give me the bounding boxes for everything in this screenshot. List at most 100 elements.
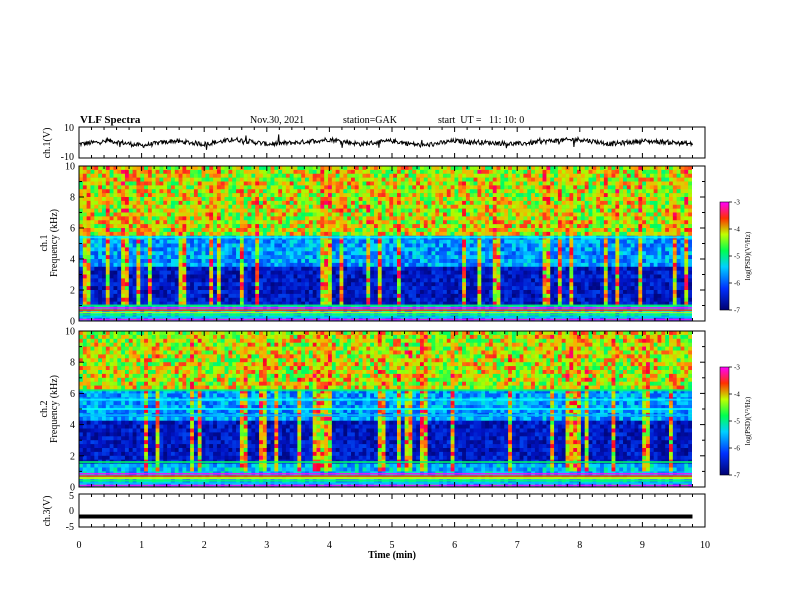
spectrogram-ch1-cell xyxy=(190,177,195,182)
spectrogram-ch1-cell xyxy=(351,193,356,198)
spectrogram-ch1-cell xyxy=(431,197,436,202)
spectrogram-ch1-cell xyxy=(243,231,248,237)
spectrogram-ch1-cell xyxy=(446,301,451,306)
spectrogram-ch1-cell xyxy=(186,262,191,268)
spectrogram-ch1-cell xyxy=(82,251,87,256)
spectrogram-ch1-cell xyxy=(144,185,149,190)
spectrogram-ch1-cell xyxy=(209,297,214,302)
spectrogram-ch1-cell xyxy=(511,169,517,175)
spectrogram-ch1-cell xyxy=(270,224,275,229)
spectrogram-ch1-cell xyxy=(496,220,501,225)
spectrogram-ch1-cell xyxy=(98,208,103,213)
spectrogram-ch1-cell xyxy=(151,173,156,178)
spectrogram-ch1-cell xyxy=(140,216,145,221)
spectrogram-ch1-cell xyxy=(121,231,126,237)
spectrogram-ch1-cell xyxy=(255,270,260,275)
spectrogram-ch1-cell xyxy=(136,177,141,182)
spectrogram-ch1-cell xyxy=(105,228,110,233)
spectrogram-ch1-cell xyxy=(458,220,463,225)
spectrogram-ch1-cell xyxy=(136,231,141,237)
spectrogram-ch1-cell xyxy=(485,239,490,244)
spectrogram-ch1-cell xyxy=(347,266,352,271)
spectrogram-ch1-cell xyxy=(147,266,153,271)
spectrogram-ch1-cell xyxy=(167,204,172,209)
spectrogram-ch1-cell xyxy=(274,309,279,314)
spectrogram-ch1-cell xyxy=(197,274,202,279)
spectrogram-ch1-cell xyxy=(511,290,517,295)
spectrogram-ch1-cell xyxy=(504,166,509,171)
spectrogram-ch1-cell xyxy=(488,297,494,302)
spectrogram-ch1-cell xyxy=(354,282,359,287)
spectrogram-ch1-cell xyxy=(419,282,425,287)
spectrogram-ch1-cell xyxy=(450,177,455,182)
spectrogram-ch1-cell xyxy=(266,301,271,306)
spectrogram-ch1-cell xyxy=(412,208,417,213)
spectrogram-ch1-cell xyxy=(308,290,314,295)
spectrogram-ch1-cell xyxy=(531,169,536,175)
spectrogram-ch1-cell xyxy=(519,185,524,190)
spectrogram-ch1-cell xyxy=(462,266,467,271)
spectrogram-ch1-cell xyxy=(262,239,268,244)
spectrogram-ch1-cell xyxy=(473,301,478,306)
spectrogram-ch1-cell xyxy=(121,262,126,268)
spectrogram-ch1-cell xyxy=(186,173,191,178)
spectrogram-ch1-cell xyxy=(419,208,425,213)
spectrogram-ch1-cell xyxy=(270,301,275,306)
spectrogram-ch1-cell xyxy=(381,224,386,229)
spectrogram-ch1-cell xyxy=(140,228,145,233)
spectrogram-ch1-cell xyxy=(228,220,233,225)
spectrogram-ch1-cell xyxy=(82,262,87,268)
spectrogram-ch1-cell xyxy=(488,193,494,198)
spectrogram-ch1-cell xyxy=(531,301,536,306)
spectrogram-ch1-cell xyxy=(343,286,348,291)
spectrogram-ch1-cell xyxy=(473,212,478,217)
spectrogram-ch1-cell xyxy=(117,204,122,209)
spectrogram-ch1-cell xyxy=(435,224,440,229)
spectrogram-ch1-cell xyxy=(109,220,114,225)
spectrogram-ch1-cell xyxy=(446,177,451,182)
spectrogram-ch1-cell xyxy=(423,309,428,314)
spectrogram-ch1-cell xyxy=(477,185,482,190)
spectrogram-ch1-cell xyxy=(297,274,302,279)
spectrogram-ch1-cell xyxy=(473,169,478,175)
spectrogram-ch1-cell xyxy=(90,228,95,233)
spectrogram-ch1-cell xyxy=(496,255,501,260)
spectrogram-ch1-cell xyxy=(247,189,252,194)
spectrogram-ch1-cell xyxy=(450,212,455,217)
spectrogram-ch1-cell xyxy=(216,204,222,209)
spectrogram-ch1-cell xyxy=(128,228,133,233)
spectrogram-ch1-cell xyxy=(366,247,371,252)
spectrogram-ch1-cell xyxy=(324,193,329,198)
spectrogram-ch1-cell xyxy=(239,286,245,291)
spectrogram-ch1-cell xyxy=(408,189,413,194)
spectrogram-ch1-cell xyxy=(446,231,451,237)
spectrogram-ch1-cell xyxy=(454,247,459,252)
spectrogram-ch1-cell xyxy=(297,297,302,302)
spectrogram-ch1-cell xyxy=(538,251,543,256)
spectrogram-ch1-cell xyxy=(289,169,294,175)
spectrogram-ch1-cell xyxy=(442,231,448,237)
spectrogram-ch1-cell xyxy=(278,189,283,194)
spectrogram-ch1-cell xyxy=(167,216,172,221)
spectrogram-ch1-cell xyxy=(278,309,283,314)
spectrogram-ch1-cell xyxy=(144,293,149,299)
spectrogram-ch1-cell xyxy=(320,224,325,229)
spectrogram-ch1-cell xyxy=(347,270,352,275)
spectrogram-ch1-cell xyxy=(86,177,91,182)
spectrogram-ch1-cell xyxy=(504,204,509,209)
spectrogram-ch1-cell xyxy=(542,301,547,306)
spectrogram-ch1-cell xyxy=(538,231,543,237)
spectrogram-ch1-cell xyxy=(316,290,321,295)
spectrogram-ch1-cell xyxy=(508,193,513,198)
spectrogram-ch1-cell xyxy=(113,282,118,287)
spectrogram-ch1-cell xyxy=(182,243,187,248)
spectrogram-ch1-cell xyxy=(182,247,187,252)
spectrogram-ch1-cell xyxy=(305,262,310,268)
spectrogram-ch1-cell xyxy=(481,224,486,229)
spectrogram-ch1-cell xyxy=(416,247,421,252)
spectrogram-ch1-cell xyxy=(201,251,206,256)
spectrogram-ch1-cell xyxy=(86,200,91,206)
spectrogram-ch1-cell xyxy=(147,208,153,213)
spectrogram-ch1-cell xyxy=(220,193,225,198)
spectrogram-ch1-cell xyxy=(366,228,371,233)
